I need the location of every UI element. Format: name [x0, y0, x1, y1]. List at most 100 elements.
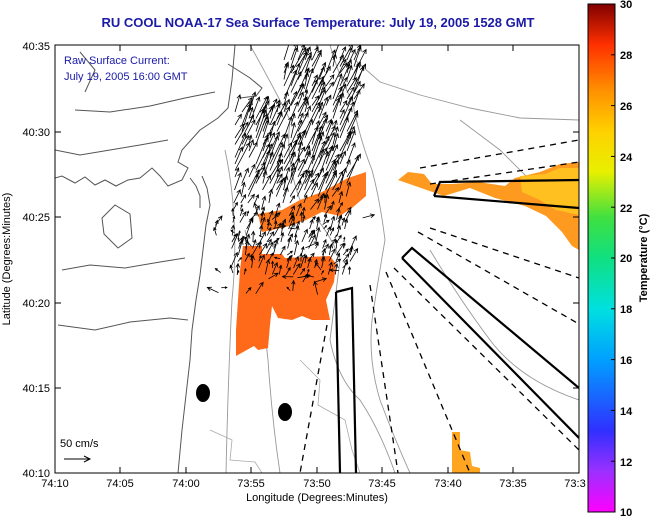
current-vector — [289, 195, 296, 204]
current-vector — [328, 243, 334, 256]
current-vector — [332, 97, 340, 113]
current-vector — [290, 214, 296, 226]
current-vector — [241, 119, 256, 145]
current-vector — [304, 254, 308, 264]
x-tick-label: 74:05 — [106, 478, 134, 490]
current-vector — [268, 272, 279, 280]
current-vector — [305, 241, 319, 249]
current-vector — [339, 83, 347, 100]
current-vector — [286, 286, 291, 291]
current-vector — [332, 54, 344, 74]
current-vector — [297, 112, 309, 132]
coastline — [55, 45, 236, 187]
current-vector — [279, 245, 286, 256]
current-vector — [324, 193, 330, 210]
current-vector — [230, 224, 236, 236]
current-vector — [280, 231, 285, 243]
x-tick-label: 74:00 — [172, 478, 200, 490]
current-vector — [266, 226, 272, 236]
coastline — [57, 317, 189, 331]
current-vector — [271, 261, 278, 275]
current-vector — [285, 266, 291, 275]
current-vector — [310, 198, 320, 210]
current-vector — [247, 173, 259, 197]
current-vector — [349, 247, 359, 262]
colorbar-label: Temperature (°C) — [638, 213, 650, 302]
current-vector — [293, 239, 300, 256]
shipping-lane — [432, 178, 579, 210]
current-vector — [283, 174, 289, 191]
current-vector — [346, 112, 359, 139]
current-vector — [311, 49, 322, 67]
y-axis-label: Latitude (Degrees:Minutes) — [1, 193, 13, 326]
current-vector — [214, 267, 221, 273]
current-vector — [334, 262, 339, 275]
current-vector — [255, 166, 266, 184]
scale-arrow — [64, 455, 92, 463]
current-vector — [301, 228, 308, 243]
current-vector — [320, 255, 326, 269]
current-vector — [311, 124, 323, 152]
current-vector — [299, 252, 303, 262]
current-vector — [311, 119, 321, 145]
current-vector — [347, 266, 352, 275]
current-vector — [276, 99, 281, 113]
current-vector — [330, 215, 336, 230]
current-vector — [283, 142, 292, 158]
current-vector — [310, 182, 318, 197]
current-vector — [297, 158, 305, 171]
current-vector — [318, 96, 329, 119]
current-vector — [318, 65, 331, 87]
current-vector — [332, 53, 338, 67]
sst-patch-southeast — [452, 432, 480, 473]
current-vector — [326, 226, 331, 237]
current-vector — [237, 257, 242, 262]
current-vector — [275, 177, 285, 197]
current-vector — [288, 211, 294, 223]
y-tick-label: 40:35 — [22, 41, 50, 53]
current-vector — [236, 269, 240, 276]
current-vector — [315, 277, 328, 283]
current-vector — [237, 236, 240, 243]
current-vector — [283, 151, 295, 171]
current-vector — [265, 241, 274, 256]
current-vector — [245, 286, 252, 294]
buoy-marker — [278, 403, 292, 421]
x-tick-label: 74:10 — [41, 478, 69, 490]
current-vector — [346, 155, 359, 184]
shipping-lane — [401, 246, 579, 439]
current-vector — [255, 143, 270, 171]
current-vector — [283, 45, 290, 61]
current-vector — [290, 112, 296, 126]
current-vector — [234, 123, 245, 139]
current-vector — [339, 167, 347, 191]
current-vector — [286, 255, 292, 269]
current-vector — [268, 252, 274, 261]
current-vector — [325, 94, 332, 106]
current-vector — [336, 234, 342, 243]
current-vector — [276, 173, 283, 184]
current-vector — [309, 218, 314, 230]
current-vector — [318, 135, 330, 158]
coastline — [101, 204, 133, 249]
current-vector — [315, 226, 321, 243]
current-vector — [248, 141, 258, 158]
current-vector — [271, 260, 275, 268]
current-vector — [246, 210, 250, 217]
current-vector — [258, 254, 265, 269]
current-vector — [269, 158, 284, 184]
current-vector — [339, 76, 348, 93]
current-vector — [241, 134, 250, 152]
current-vector — [322, 219, 330, 225]
current-vector — [324, 172, 337, 197]
current-vector — [339, 62, 348, 74]
current-vector — [304, 101, 321, 132]
current-vector — [325, 74, 335, 87]
sst-patch-raritan — [236, 246, 336, 356]
current-vector — [283, 139, 298, 165]
current-vector — [339, 95, 354, 126]
current-vector — [297, 67, 310, 93]
current-vector — [346, 61, 361, 87]
current-vector — [229, 264, 234, 274]
